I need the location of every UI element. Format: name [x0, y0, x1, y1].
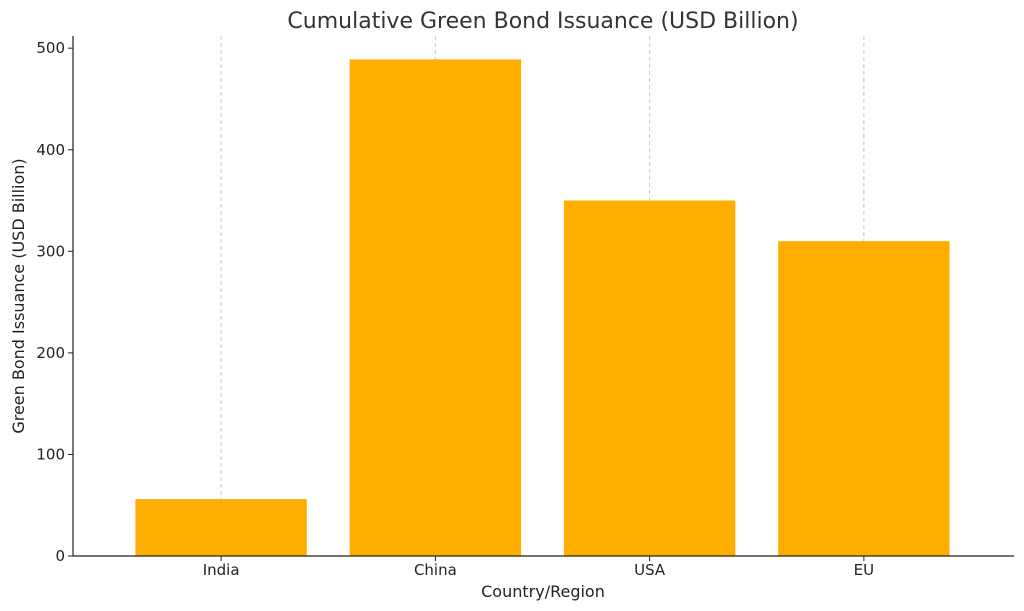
y-tick-label-100: 100	[36, 445, 65, 463]
x-tick-label-eu: EU	[854, 561, 874, 579]
y-axis-ticks: 0 100 200 300 400 500	[36, 39, 73, 565]
bar-china	[349, 59, 522, 556]
bar-usa	[563, 200, 736, 556]
y-tick-label-400: 400	[36, 141, 65, 159]
x-axis-label: Country/Region	[481, 582, 605, 601]
y-axis-label: Green Bond Issuance (USD Billion)	[9, 158, 28, 433]
y-tick-label-200: 200	[36, 344, 65, 362]
bar-eu	[778, 241, 950, 556]
gridlines	[220, 36, 865, 556]
y-tick-label-300: 300	[36, 242, 65, 260]
x-tick-label-usa: USA	[634, 561, 666, 579]
y-tick-label-0: 0	[55, 547, 65, 565]
y-tick-label-500: 500	[36, 39, 65, 57]
bars	[135, 59, 950, 556]
x-tick-label-india: India	[203, 561, 240, 579]
x-axis-ticks: India China USA EU	[203, 556, 874, 579]
bar-india	[135, 499, 307, 556]
chart-title: Cumulative Green Bond Issuance (USD Bill…	[287, 9, 798, 34]
x-tick-label-china: China	[414, 561, 457, 579]
